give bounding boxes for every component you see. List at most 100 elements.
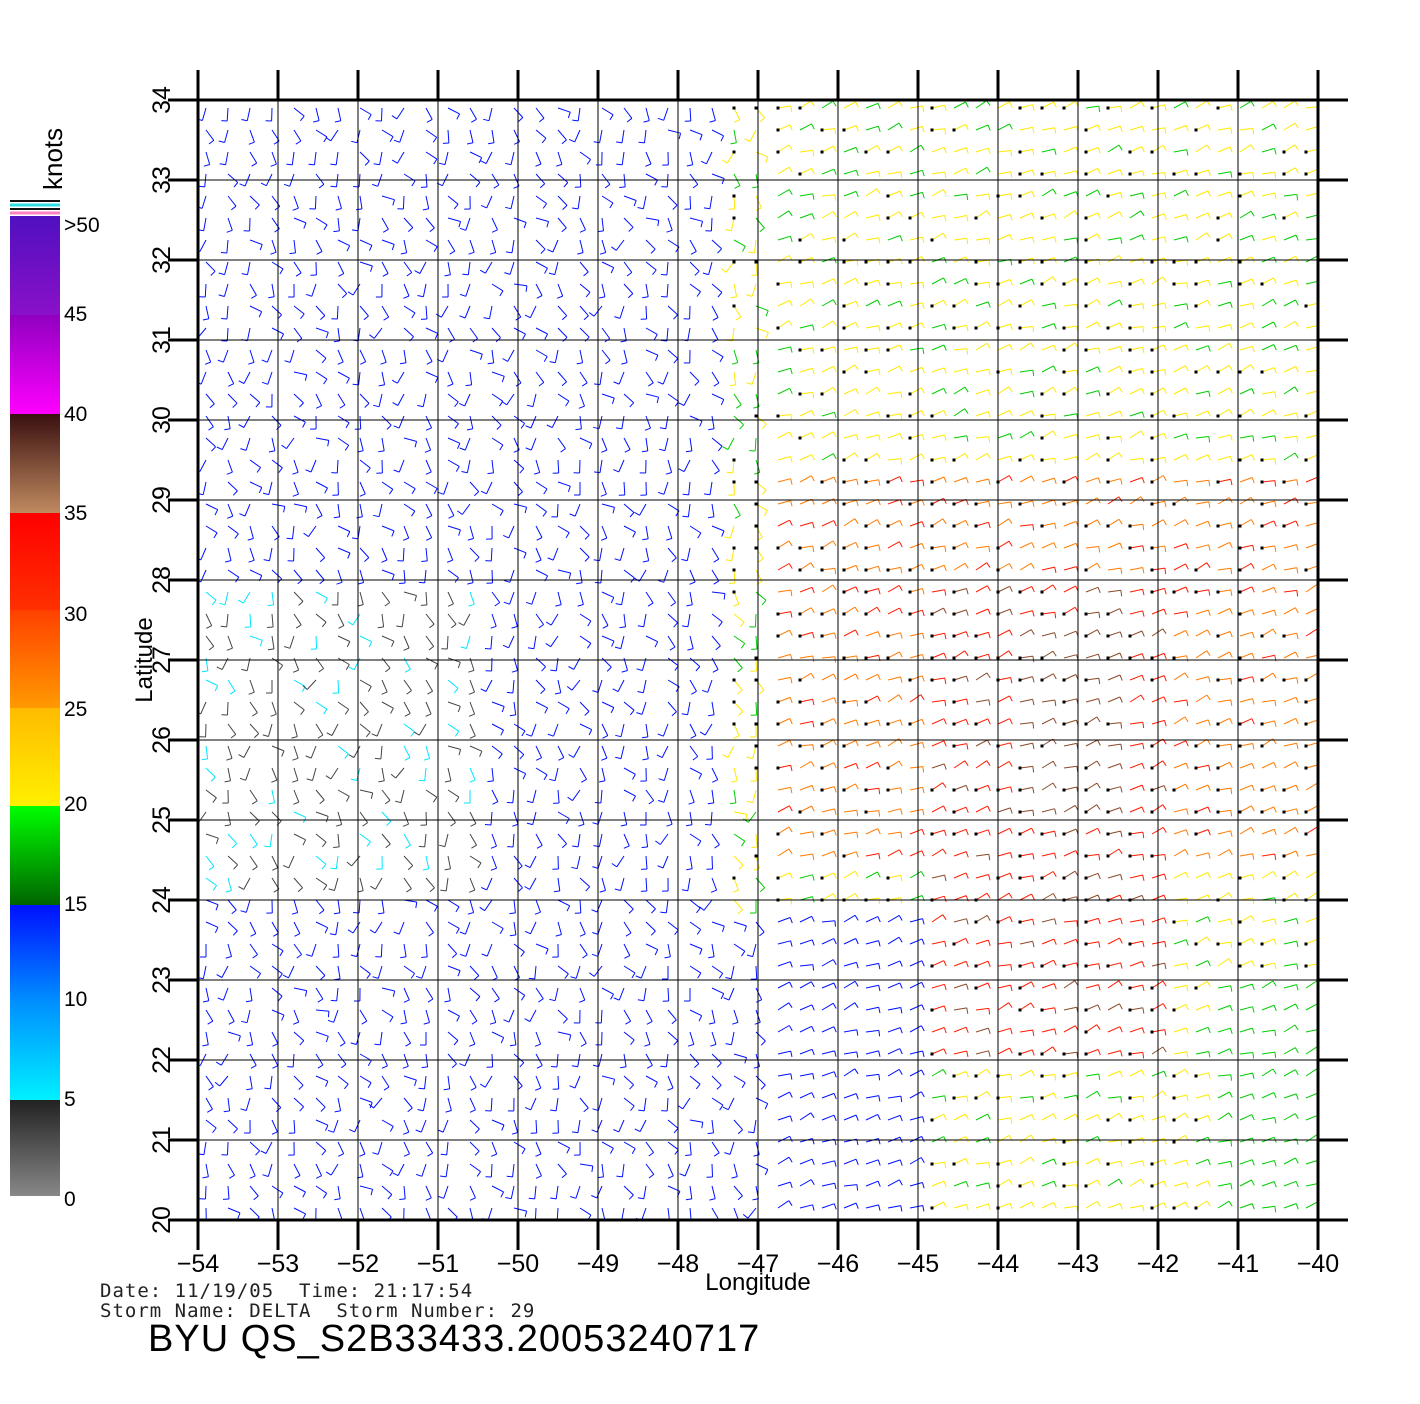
wind-barb [1152, 193, 1166, 199]
wind-barb [1240, 235, 1254, 241]
wind-barb [778, 677, 792, 683]
wind-barb [558, 218, 566, 232]
wind-barb [638, 614, 646, 627]
wind-barb [932, 875, 946, 881]
wind-barb [546, 636, 558, 647]
wind-barb [272, 570, 282, 583]
wind-barb [910, 742, 924, 748]
wind-barb [619, 174, 625, 188]
wind-barb [492, 1186, 504, 1197]
wind-barb [1239, 916, 1255, 924]
wind-barb [419, 1076, 427, 1089]
wind-barb [822, 101, 836, 108]
wind-barb [624, 834, 630, 848]
wind-barb [888, 585, 902, 592]
wind-barb [624, 1142, 635, 1154]
wind-barb [1152, 237, 1166, 243]
wind-barb [800, 785, 814, 791]
wind-barb [909, 500, 925, 506]
wind-barb [729, 195, 736, 210]
wind-barb [1064, 147, 1078, 153]
wind-barb [997, 1074, 1012, 1080]
wind-barb [527, 394, 536, 407]
wind-barb [1063, 278, 1079, 285]
wind-barb [743, 1208, 756, 1218]
wind-barb [360, 350, 366, 364]
wind-barb [602, 614, 608, 628]
wind-barb [448, 394, 458, 407]
wind-barb [1020, 743, 1034, 749]
wind-barb [442, 284, 448, 297]
wind-barb [844, 170, 858, 176]
wind-barb [316, 592, 327, 604]
wind-barb [448, 1032, 458, 1045]
wind-barb [480, 900, 492, 911]
wind-barb [558, 196, 567, 210]
wind-barb [1129, 524, 1144, 530]
wind-barb [931, 1006, 947, 1012]
wind-barb [470, 834, 477, 848]
wind-barb [492, 394, 503, 406]
wind-barb [488, 350, 494, 364]
wind-barb [1041, 387, 1057, 395]
wind-barb [822, 1051, 836, 1057]
wind-barb [239, 372, 250, 384]
wind-barb [1085, 873, 1101, 879]
wind-barb [822, 321, 836, 328]
wind-barb [734, 174, 740, 188]
wind-barb [203, 988, 209, 1002]
wind-barb [932, 215, 946, 221]
wind-barb [619, 482, 625, 495]
wind-barb [778, 806, 792, 812]
wind-barb [866, 963, 880, 969]
wind-barb [733, 723, 740, 739]
wind-barb [616, 1164, 624, 1177]
wind-barb [668, 1142, 678, 1155]
wind-barb [206, 878, 217, 890]
wind-barb [525, 1098, 536, 1110]
wind-barb [910, 695, 924, 702]
wind-barb [866, 917, 880, 923]
wind-barb [1240, 497, 1254, 504]
wind-barb [703, 262, 712, 275]
wind-barb [1284, 235, 1298, 241]
wind-barb [932, 719, 946, 725]
wind-barb [668, 702, 677, 716]
wind-barb [778, 236, 792, 242]
wind-barb [316, 1120, 328, 1131]
legend-band-gray [10, 1100, 60, 1196]
wind-barb [1262, 1052, 1276, 1058]
wind-barb [1064, 211, 1078, 218]
wind-barb [1130, 211, 1144, 218]
wind-barb [502, 394, 514, 405]
wind-barb [1064, 1206, 1078, 1212]
wind-barb [1019, 1181, 1035, 1188]
wind-barb [976, 940, 990, 946]
wind-barb [525, 1010, 536, 1022]
wind-barb [953, 1159, 969, 1166]
legend-label: 10 [64, 988, 87, 1011]
wind-barb [888, 832, 902, 838]
wind-barb [1020, 476, 1034, 482]
wind-barb [514, 1054, 524, 1067]
y-tick-label: 23 [148, 966, 176, 994]
wind-barb [575, 174, 581, 187]
wind-barb [932, 764, 946, 770]
wind-barb [659, 438, 668, 451]
wind-barb [708, 416, 714, 430]
wind-barb [621, 812, 627, 826]
wind-barb [422, 1054, 428, 1068]
wind-barb [843, 587, 859, 594]
wind-barb [445, 768, 451, 782]
wind-barb [228, 834, 237, 848]
wind-barb [953, 589, 969, 595]
wind-barb [1239, 744, 1254, 750]
wind-barb [247, 1032, 253, 1046]
wind-barb [1174, 1052, 1188, 1058]
wind-barb [1085, 805, 1101, 814]
wind-barb [910, 767, 924, 773]
wind-barb [778, 849, 792, 856]
wind-barb [689, 790, 695, 804]
wind-barb [316, 438, 329, 446]
